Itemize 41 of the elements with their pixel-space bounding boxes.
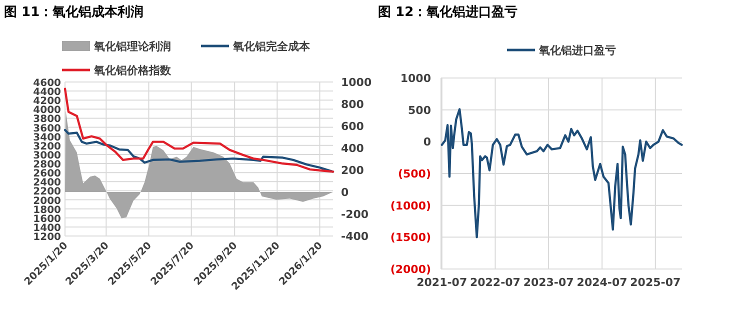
y-tick-label: 3400 (33, 132, 62, 144)
y2-tick-label: 800 (341, 98, 364, 111)
y-tick-label: (1000) (390, 199, 431, 212)
line-series (64, 88, 334, 173)
x-tick-label: 2024-07 (576, 276, 628, 289)
chart-title: 图 11：氧化铝成本利润 (4, 4, 144, 20)
legend-label: 氧化铝完全成本 (232, 40, 311, 53)
legend-label: 氧化铝进口盈亏 (538, 44, 616, 57)
y-tick-label: (500) (398, 168, 431, 180)
y2-tick-label: 1000 (341, 76, 372, 89)
x-tick-label: 2025-07 (630, 276, 681, 289)
y-tick-label: 3200 (33, 141, 62, 152)
y-tick-label: 1800 (33, 204, 62, 216)
y-tick-label: (1500) (390, 231, 431, 244)
y-tick-label: 1400 (33, 222, 62, 234)
y-tick-label: 1000 (400, 72, 432, 85)
y2-tick-label: -400 (341, 230, 369, 243)
legend-label: 氧化铝理论利润 (93, 40, 171, 53)
y-tick-label: 2200 (33, 186, 62, 198)
y-tick-label: 3600 (33, 123, 62, 134)
y2-tick-label: 400 (341, 142, 364, 155)
y-tick-label: 4600 (33, 78, 62, 89)
y2-tick-label: 200 (341, 164, 364, 177)
y2-tick-label: -200 (341, 208, 369, 221)
chart-title: 图 12：氧化铝进口盈亏 (378, 5, 518, 20)
x-tick-label: 2021-07 (416, 276, 468, 289)
y2-tick-label: 0 (341, 186, 349, 199)
y-tick-label: 3000 (33, 150, 62, 162)
y2-tick-label: 600 (341, 120, 364, 133)
y-tick-label: 0 (423, 136, 432, 149)
line-series (440, 108, 683, 238)
y-tick-label: 500 (408, 104, 432, 117)
legend-label: 氧化铝价格指数 (93, 64, 172, 77)
y-tick-label: 3800 (33, 114, 62, 126)
y-tick-label: (2000) (390, 263, 431, 276)
x-tick-label: 2023-07 (523, 276, 574, 289)
line-series (64, 128, 334, 173)
y-tick-label: 1600 (33, 214, 62, 225)
x-tick-label: 2022-07 (470, 276, 520, 289)
y-tick-label: 1200 (33, 232, 62, 243)
y-tick-label: 2000 (33, 196, 62, 207)
